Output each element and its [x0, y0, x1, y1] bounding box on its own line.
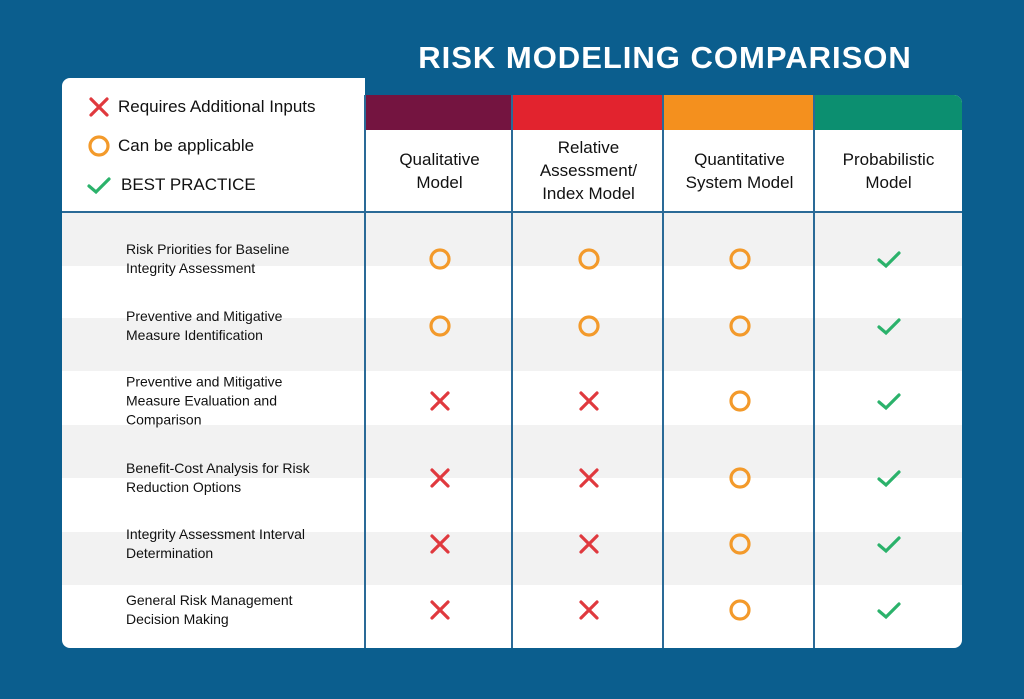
column-header: Relative Assessment/ Index Model — [539, 138, 638, 203]
circle-icon — [728, 248, 751, 270]
legend-label: Can be applicable — [118, 136, 255, 155]
x-icon — [578, 534, 599, 554]
x-icon — [429, 468, 450, 488]
circle-icon — [728, 315, 751, 337]
column-color-bar — [513, 95, 664, 130]
check-icon — [876, 602, 901, 620]
check-icon — [87, 177, 111, 195]
circle-icon — [728, 390, 751, 412]
column-divider — [662, 95, 664, 648]
check-icon — [876, 536, 901, 554]
x-icon — [89, 97, 109, 117]
row-label: Risk Priorities for Baseline Integrity A… — [126, 241, 290, 276]
circle-icon — [577, 248, 600, 270]
column-divider — [813, 95, 815, 648]
x-icon — [429, 391, 450, 411]
column-color-bar — [664, 95, 815, 130]
x-icon — [429, 534, 450, 554]
column-divider — [364, 95, 366, 648]
circle-icon — [728, 467, 751, 489]
circle-icon — [728, 533, 751, 555]
legend-label: Requires Additional Inputs — [118, 97, 316, 116]
row-label: Preventive and Mitigative Measure Identi… — [126, 308, 283, 343]
circle-icon — [428, 248, 451, 270]
x-icon — [429, 600, 450, 620]
legend-label: BEST PRACTICE — [121, 175, 256, 194]
row-label: Integrity Assessment Interval Determinat… — [126, 526, 305, 561]
column-color-bar — [815, 95, 962, 130]
x-icon — [578, 391, 599, 411]
title: RISK MODELING COMPARISON — [418, 40, 912, 75]
column-divider — [511, 95, 513, 648]
check-icon — [876, 470, 901, 488]
column-header: Qualitative Model — [399, 149, 480, 192]
x-icon — [578, 600, 599, 620]
legend-panel — [62, 78, 365, 212]
x-icon — [578, 468, 599, 488]
circle-icon — [728, 599, 751, 621]
check-icon — [876, 318, 901, 336]
row-label: General Risk Management Decision Making — [126, 592, 293, 627]
row-label: Preventive and Mitigative Measure Evalua… — [126, 373, 283, 428]
circle-icon — [428, 315, 451, 337]
column-header: Quantitative System Model — [685, 149, 794, 192]
circle-icon — [88, 135, 110, 157]
check-icon — [876, 393, 901, 411]
column-color-bar — [366, 95, 513, 130]
row-label: Benefit-Cost Analysis for Risk Reduction… — [126, 460, 310, 495]
check-icon — [876, 251, 901, 269]
column-header: Probabilistic Model — [842, 149, 935, 192]
circle-icon — [577, 315, 600, 337]
